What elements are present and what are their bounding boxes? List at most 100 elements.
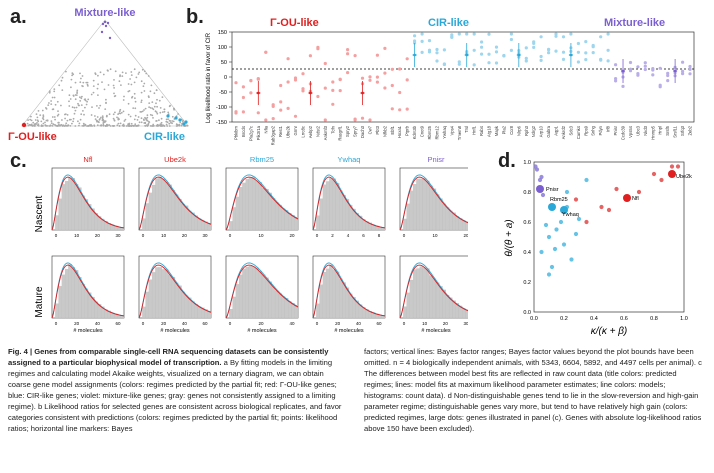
- b-bayes-dot: [621, 69, 625, 73]
- ternary-dot: [112, 125, 115, 127]
- b-ratio-point: [480, 40, 484, 44]
- d-xtick-label: 0.0: [530, 316, 538, 322]
- ternary-dot: [123, 120, 126, 122]
- c-xlabel: # molecules: [247, 328, 277, 334]
- ternary-cir-dot: [184, 120, 188, 124]
- ternary-dot: [27, 124, 30, 127]
- b-ratio-point: [256, 77, 260, 81]
- c-hist-bar: [429, 185, 433, 231]
- b-ytick-label: 150: [218, 30, 227, 36]
- b-ratio-point: [286, 106, 290, 110]
- b-ratio-point: [279, 108, 283, 112]
- c-hist-bar: [71, 178, 76, 231]
- c-hist-bar: [432, 278, 437, 319]
- group-label-mixture: Mixture-like: [604, 17, 665, 29]
- ternary-dot: [83, 98, 86, 101]
- ternary-dot: [92, 85, 95, 87]
- ternary-dot: [71, 122, 73, 125]
- d-ylabel: θ/(θ + a): [504, 219, 515, 256]
- c-hist-bar: [422, 267, 427, 319]
- c-hist-bar: [58, 286, 62, 319]
- b-ratio-point: [368, 118, 372, 122]
- b-ratio-point: [360, 116, 365, 120]
- b-ratio-point: [435, 59, 439, 63]
- ternary-mix-dot: [104, 24, 108, 28]
- c-hist-bar: [319, 284, 323, 319]
- b-gene-label: Ndst2: [315, 125, 320, 137]
- b-ratio-point: [643, 64, 647, 68]
- c-hist-bar: [171, 190, 176, 231]
- c-hist-bar: [439, 198, 443, 231]
- c-hist-bar: [325, 181, 330, 231]
- ternary-dot: [133, 92, 136, 95]
- ternary-dot: [169, 120, 172, 122]
- ternary-dot: [85, 103, 88, 106]
- b-ytick-label: -100: [216, 105, 227, 111]
- ternary-dot: [63, 125, 66, 127]
- ternary-dot: [79, 118, 82, 121]
- b-ratio-point: [591, 43, 595, 48]
- ternary-dot: [152, 108, 155, 111]
- c-hist-bar: [232, 296, 236, 319]
- ternary-dot: [87, 85, 89, 87]
- b-ratio-point: [457, 60, 461, 64]
- ternary-cir-dot: [166, 114, 170, 118]
- b-ratio-point: [599, 35, 603, 39]
- c-hist-bar: [71, 267, 76, 319]
- ternary-dot: [131, 95, 134, 98]
- ternary-dot: [159, 107, 162, 109]
- ternary-dot: [51, 116, 54, 118]
- ternary-dot: [53, 116, 56, 118]
- b-gene-label: Camk4: [576, 125, 581, 139]
- b-ratio-point: [279, 83, 283, 88]
- ternary-dot: [103, 88, 106, 91]
- b-ratio-point: [591, 51, 595, 55]
- b-ratio-point: [353, 118, 357, 122]
- b-ratio-point: [271, 117, 275, 121]
- b-gene-label: Srsf5: [665, 125, 670, 135]
- ternary-dot: [143, 122, 146, 124]
- b-bayes-dot: [569, 53, 573, 57]
- ternary-dot: [133, 118, 136, 121]
- b-ratio-point: [636, 65, 640, 69]
- ternary-dot: [73, 112, 76, 115]
- ternary-dot: [133, 81, 136, 84]
- b-ratio-point: [383, 46, 387, 51]
- ternary-dot: [39, 114, 42, 116]
- c-hist-bar: [261, 274, 266, 319]
- b-bayes-dot: [517, 53, 521, 57]
- b-ratio-point: [323, 118, 327, 122]
- b-gene-label: Rest1: [278, 125, 283, 137]
- ternary-dot: [54, 123, 56, 126]
- ternary-dot: [181, 120, 184, 123]
- c-hist-bar: [245, 179, 250, 231]
- ternary-dot: [34, 125, 36, 127]
- ternary-dot: [171, 120, 174, 122]
- c-hist-bar: [409, 279, 414, 319]
- ternary-dot: [119, 75, 121, 78]
- c-hist-bar: [155, 267, 159, 319]
- b-ratio-point: [539, 58, 543, 63]
- c-hist-bar: [78, 187, 82, 231]
- ternary-dot: [127, 102, 130, 105]
- c-xtick-label: 20: [95, 233, 101, 238]
- c-xtick-label: 0: [229, 233, 232, 238]
- ternary-dot: [51, 125, 54, 127]
- c-hist-bar: [74, 184, 79, 231]
- ternary-dot: [51, 96, 54, 99]
- c-xtick-label: 8: [378, 233, 381, 238]
- d-gene-annotation: Ywhaq: [562, 212, 579, 218]
- ternary-dot: [35, 113, 38, 115]
- ternary-dot: [92, 91, 95, 94]
- d-highlight-point: [560, 206, 568, 214]
- c-hist-bar: [181, 203, 185, 231]
- ternary-dot: [80, 104, 83, 106]
- ternary-dot: [112, 84, 115, 87]
- b-ratio-point: [323, 86, 327, 90]
- d-ytick-label: 1.0: [523, 160, 531, 166]
- ternary-dot: [153, 105, 156, 108]
- ternary-dot: [40, 120, 43, 123]
- ternary-dot: [149, 107, 152, 109]
- b-gene-label: Srsf11: [673, 125, 678, 137]
- c-gene-title: Rbm25: [250, 155, 274, 164]
